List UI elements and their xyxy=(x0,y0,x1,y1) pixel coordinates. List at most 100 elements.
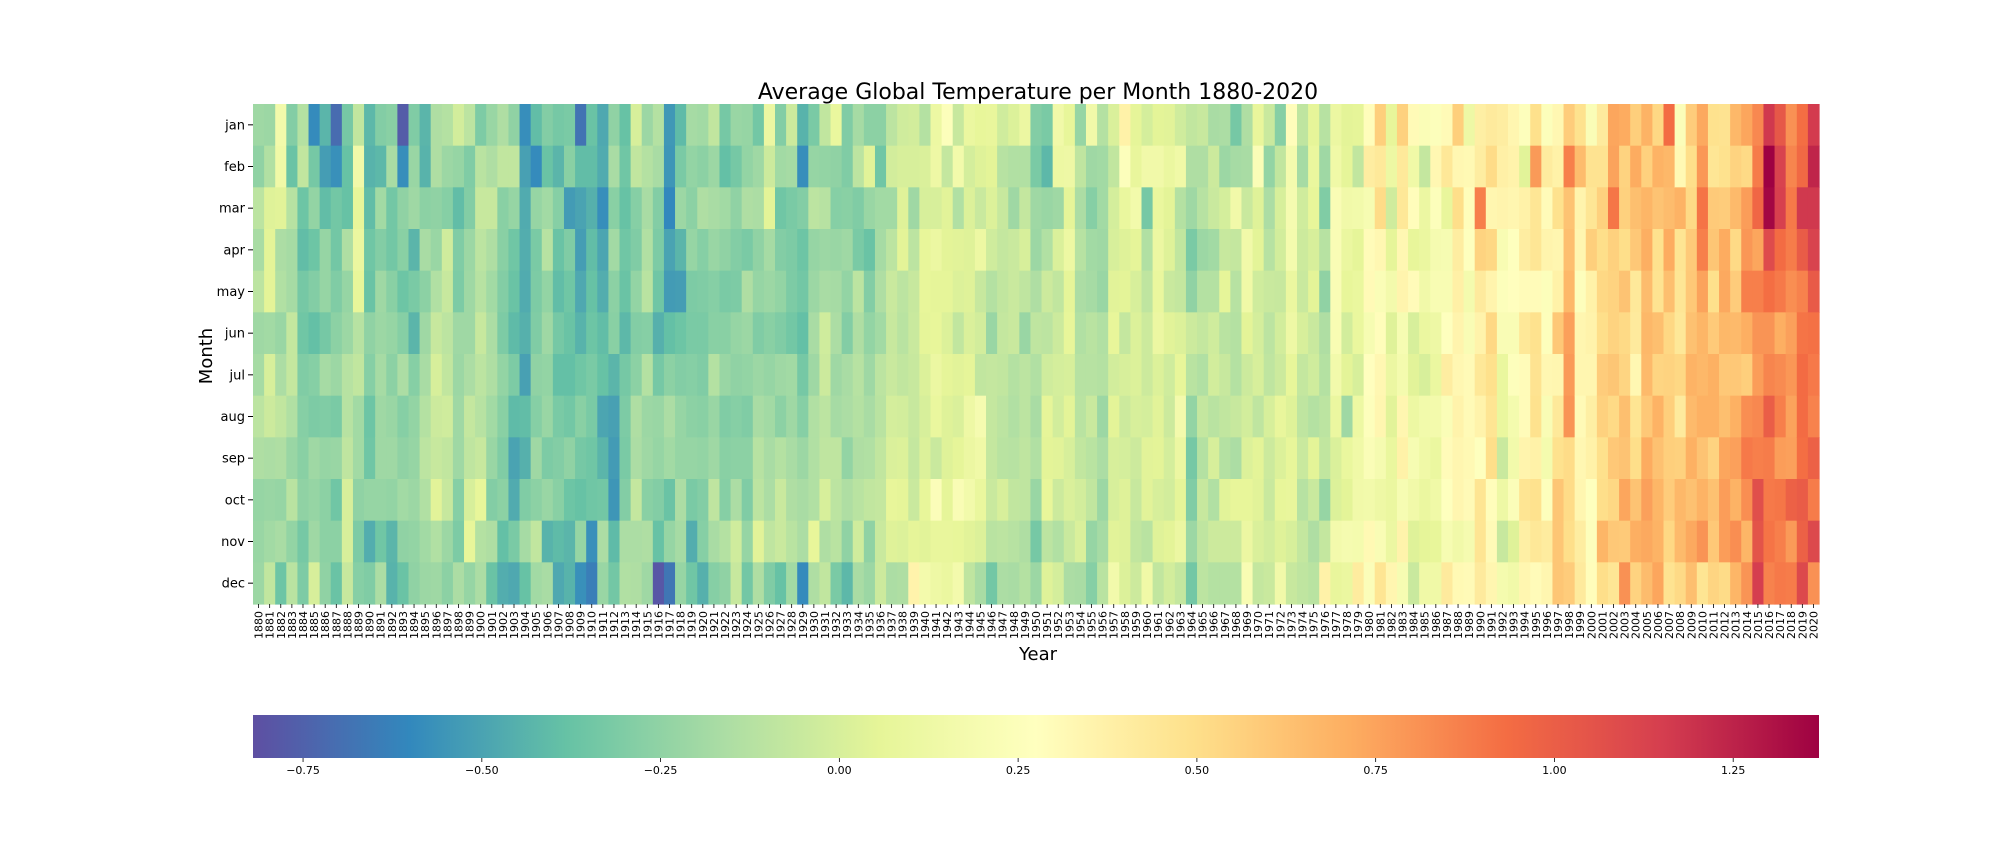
heatmap-cell xyxy=(430,479,443,522)
heatmap-cell xyxy=(1419,354,1431,397)
x-tick-label: 1894 xyxy=(408,611,421,639)
heatmap-cell xyxy=(1185,562,1198,605)
heatmap-cell xyxy=(1396,562,1409,605)
heatmap-cell xyxy=(1552,187,1565,230)
heatmap-cell xyxy=(1341,270,1354,313)
heatmap-cell xyxy=(1563,479,1576,522)
heatmap-cell xyxy=(1152,437,1165,480)
heatmap-cell xyxy=(275,479,287,522)
heatmap-cell xyxy=(986,312,998,355)
x-tick-label: 1995 xyxy=(1530,611,1543,639)
heatmap-cell xyxy=(475,187,487,230)
heatmap-cell xyxy=(1719,354,1731,397)
heatmap-cell xyxy=(841,354,854,397)
heatmap-cell xyxy=(264,104,276,147)
heatmap-cell xyxy=(475,270,487,313)
heatmap-cell xyxy=(741,479,754,522)
heatmap-cell xyxy=(319,104,332,147)
heatmap-cell xyxy=(1607,145,1620,188)
heatmap-cell xyxy=(563,520,576,563)
heatmap-cell xyxy=(952,104,965,147)
heatmap-cell xyxy=(841,187,854,230)
y-tick-label: jan xyxy=(224,118,245,133)
heatmap-cell xyxy=(663,312,676,355)
heatmap-cell xyxy=(697,104,709,147)
heatmap-cell xyxy=(253,104,265,147)
heatmap-cell xyxy=(397,437,410,480)
heatmap-cell xyxy=(863,437,876,480)
heatmap-cell xyxy=(1097,520,1109,563)
heatmap-cell xyxy=(441,187,454,230)
heatmap-cell xyxy=(586,354,598,397)
heatmap-cell xyxy=(997,395,1009,438)
heatmap-cell xyxy=(352,354,365,397)
heatmap-cell xyxy=(852,479,865,522)
heatmap-cell xyxy=(1252,395,1265,438)
heatmap-cell xyxy=(1807,479,1820,522)
heatmap-cell xyxy=(419,562,432,605)
heatmap-cell xyxy=(897,354,909,397)
x-tick-label: 1882 xyxy=(275,611,288,639)
heatmap-cell xyxy=(763,354,776,397)
heatmap-cell xyxy=(652,395,665,438)
heatmap-cell xyxy=(1063,354,1076,397)
heatmap-cell xyxy=(1330,520,1343,563)
x-tick-label: 1915 xyxy=(641,611,654,639)
heatmap-cell xyxy=(897,187,909,230)
heatmap-cell xyxy=(819,104,832,147)
heatmap-cell xyxy=(763,270,776,313)
heatmap-cell xyxy=(619,562,632,605)
heatmap-cell xyxy=(1019,354,1032,397)
heatmap-cell xyxy=(841,437,854,480)
heatmap-cell xyxy=(1452,354,1465,397)
heatmap-cell xyxy=(708,229,721,272)
heatmap-cell xyxy=(397,187,410,230)
heatmap-cell xyxy=(253,229,265,272)
heatmap-cell xyxy=(1785,104,1798,147)
heatmap-cell xyxy=(1463,145,1476,188)
heatmap-cell xyxy=(830,312,843,355)
heatmap-cell xyxy=(497,562,510,605)
heatmap-cell xyxy=(586,312,598,355)
heatmap-cell xyxy=(1330,354,1343,397)
heatmap-cell xyxy=(1263,229,1276,272)
heatmap-cell xyxy=(1796,312,1809,355)
heatmap-cell xyxy=(830,145,843,188)
heatmap-cell xyxy=(508,187,521,230)
heatmap-cell xyxy=(686,562,698,605)
heatmap-cell xyxy=(1485,229,1498,272)
heatmap-cell xyxy=(497,187,510,230)
heatmap-cell xyxy=(1352,104,1365,147)
heatmap-cell xyxy=(641,354,654,397)
heatmap-cell xyxy=(575,562,587,605)
heatmap-cell xyxy=(1241,104,1254,147)
heatmap-cell xyxy=(541,270,554,313)
heatmap-cell xyxy=(852,270,865,313)
colorbar-tick-label: 0.25 xyxy=(1006,764,1031,777)
heatmap-cell xyxy=(375,104,387,147)
x-tick-label: 1970 xyxy=(1252,611,1265,639)
heatmap-cell xyxy=(364,229,376,272)
heatmap-cell xyxy=(1297,395,1309,438)
heatmap-cell xyxy=(341,520,354,563)
heatmap-cell xyxy=(1630,395,1642,438)
heatmap-cell xyxy=(830,479,843,522)
heatmap-cell xyxy=(752,479,765,522)
heatmap-cell xyxy=(563,562,576,605)
heatmap-cell xyxy=(1730,437,1742,480)
heatmap-cell xyxy=(297,145,310,188)
heatmap-cell xyxy=(1574,520,1587,563)
heatmap-cell xyxy=(1263,562,1276,605)
heatmap-cell xyxy=(1052,395,1065,438)
heatmap-cell xyxy=(1230,479,1243,522)
heatmap-cell xyxy=(264,395,276,438)
heatmap-cell xyxy=(1130,354,1143,397)
heatmap-cell xyxy=(675,104,687,147)
heatmap-cell xyxy=(464,270,476,313)
heatmap-cell xyxy=(519,395,532,438)
heatmap-cell xyxy=(364,562,376,605)
heatmap-cell xyxy=(708,437,721,480)
y-tick-label: feb xyxy=(224,160,245,175)
heatmap-cell xyxy=(419,270,432,313)
heatmap-cell xyxy=(1019,312,1032,355)
